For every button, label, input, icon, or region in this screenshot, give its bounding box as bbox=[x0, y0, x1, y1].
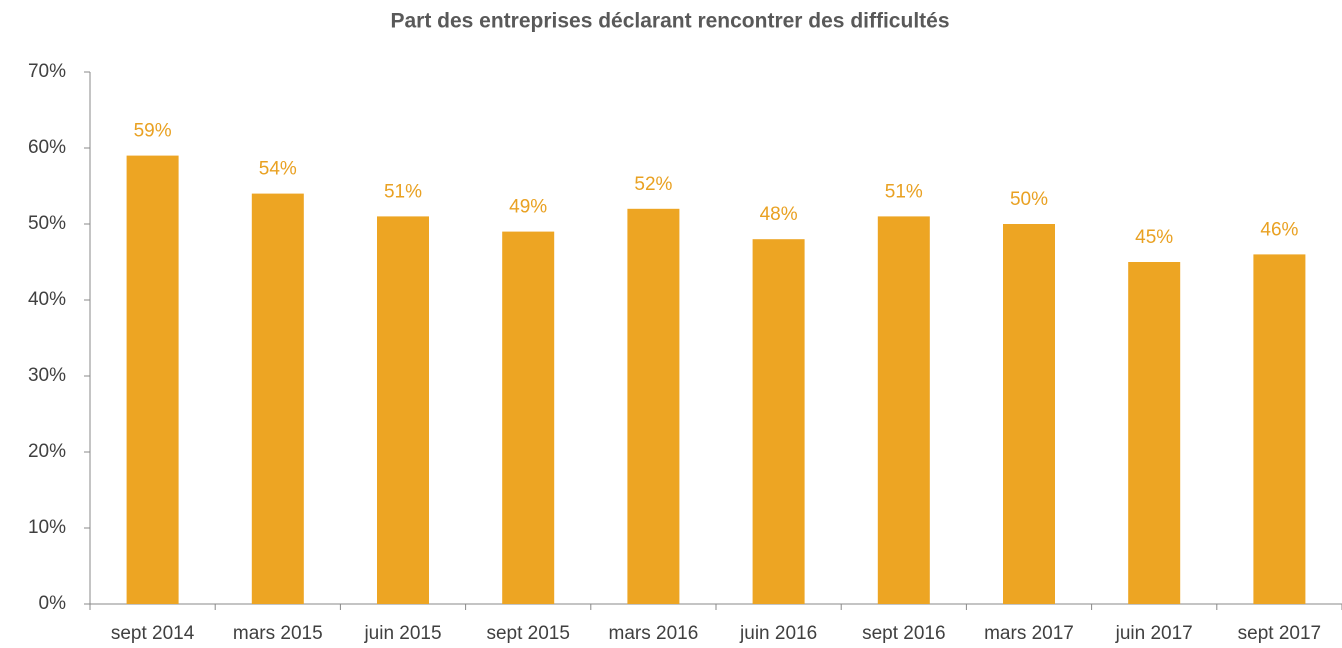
y-tick-label: 20% bbox=[28, 441, 66, 462]
x-tick-label: sept 2017 bbox=[1238, 623, 1321, 644]
bar bbox=[877, 216, 930, 604]
y-tick-label: 60% bbox=[28, 137, 66, 158]
x-tick-label: sept 2015 bbox=[486, 623, 569, 644]
bar bbox=[1128, 262, 1181, 604]
x-tick-label: mars 2017 bbox=[984, 623, 1074, 644]
value-label: 45% bbox=[1135, 227, 1173, 248]
value-label: 48% bbox=[760, 204, 798, 225]
bar bbox=[752, 239, 805, 604]
y-tick-label: 70% bbox=[28, 61, 66, 82]
y-tick-label: 0% bbox=[39, 593, 67, 614]
bar bbox=[126, 155, 179, 604]
x-tick-label: sept 2014 bbox=[111, 623, 195, 644]
bar bbox=[1003, 224, 1055, 604]
value-label: 50% bbox=[1010, 189, 1048, 210]
y-tick-label: 40% bbox=[28, 289, 66, 310]
chart-title: Part des entreprises déclarant rencontre… bbox=[390, 10, 949, 33]
y-tick-label: 30% bbox=[28, 365, 66, 386]
value-label: 49% bbox=[509, 197, 547, 218]
x-tick-label: juin 2015 bbox=[363, 623, 441, 644]
y-tick-label: 10% bbox=[28, 517, 66, 538]
value-label: 59% bbox=[134, 121, 172, 142]
value-label: 51% bbox=[885, 181, 923, 202]
bar bbox=[1253, 254, 1306, 604]
value-label: 51% bbox=[384, 181, 422, 202]
x-tick-label: juin 2016 bbox=[739, 623, 817, 644]
bar bbox=[377, 216, 429, 604]
x-tick-label: sept 2016 bbox=[862, 623, 945, 644]
y-tick-label: 50% bbox=[28, 213, 66, 234]
x-tick-label: juin 2017 bbox=[1115, 623, 1193, 644]
x-tick-label: mars 2016 bbox=[609, 623, 699, 644]
value-label: 46% bbox=[1260, 219, 1298, 240]
bar bbox=[627, 208, 680, 605]
bar bbox=[251, 193, 304, 604]
x-tick-label: mars 2015 bbox=[233, 623, 323, 644]
value-label: 54% bbox=[259, 159, 297, 180]
bar bbox=[502, 231, 555, 604]
value-label: 52% bbox=[634, 174, 672, 195]
